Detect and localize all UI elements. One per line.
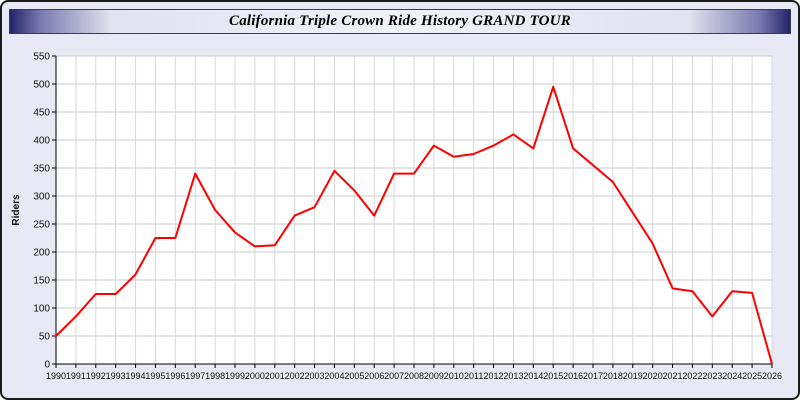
svg-text:2015: 2015: [543, 371, 563, 381]
svg-text:2000: 2000: [245, 371, 265, 381]
svg-text:1991: 1991: [66, 371, 86, 381]
chart-title: California Triple Crown Ride History GRA…: [229, 13, 571, 29]
svg-text:1993: 1993: [106, 371, 126, 381]
svg-text:1990: 1990: [46, 371, 66, 381]
svg-text:2011: 2011: [464, 371, 483, 381]
svg-text:2010: 2010: [444, 371, 464, 381]
svg-text:450: 450: [33, 108, 50, 119]
svg-text:1992: 1992: [86, 371, 106, 381]
svg-text:2003: 2003: [305, 371, 325, 381]
svg-text:2016: 2016: [563, 371, 583, 381]
svg-text:250: 250: [33, 220, 50, 231]
chart-title-bar: California Triple Crown Ride History GRA…: [9, 9, 791, 34]
svg-text:1999: 1999: [225, 371, 245, 381]
svg-text:2023: 2023: [702, 371, 722, 381]
svg-text:300: 300: [33, 192, 50, 203]
svg-text:2020: 2020: [643, 371, 663, 381]
svg-text:100: 100: [33, 304, 50, 315]
svg-text:200: 200: [33, 248, 50, 259]
svg-text:2022: 2022: [682, 371, 702, 381]
svg-text:2017: 2017: [583, 371, 603, 381]
svg-text:550: 550: [33, 52, 50, 63]
svg-text:1996: 1996: [165, 371, 185, 381]
svg-text:50: 50: [39, 332, 51, 343]
svg-text:2004: 2004: [324, 371, 344, 381]
svg-text:Riders: Riders: [11, 194, 22, 226]
svg-text:2014: 2014: [523, 371, 543, 381]
svg-text:2026: 2026: [762, 371, 782, 381]
svg-text:350: 350: [33, 164, 50, 175]
chart-area: 0 50 100 150 200 250 300 350 400 450 500 550 1990 199…: [8, 42, 792, 396]
svg-text:2006: 2006: [364, 371, 384, 381]
svg-text:2005: 2005: [344, 371, 364, 381]
svg-text:2021: 2021: [663, 371, 683, 381]
svg-text:0: 0: [44, 360, 50, 371]
svg-text:2013: 2013: [503, 371, 523, 381]
svg-text:2012: 2012: [484, 371, 504, 381]
svg-text:2002: 2002: [285, 371, 305, 381]
svg-text:2001: 2001: [265, 371, 285, 381]
svg-text:150: 150: [33, 276, 50, 287]
svg-text:400: 400: [33, 136, 50, 147]
svg-text:1994: 1994: [126, 371, 146, 381]
svg-text:1998: 1998: [205, 371, 225, 381]
svg-text:2009: 2009: [424, 371, 444, 381]
svg-text:2018: 2018: [603, 371, 623, 381]
svg-text:1995: 1995: [145, 371, 165, 381]
svg-text:2007: 2007: [384, 371, 404, 381]
svg-text:2008: 2008: [404, 371, 424, 381]
svg-text:2019: 2019: [623, 371, 643, 381]
svg-text:2024: 2024: [722, 371, 742, 381]
svg-text:500: 500: [33, 80, 50, 91]
svg-text:1997: 1997: [185, 371, 205, 381]
svg-text:2025: 2025: [742, 371, 762, 381]
